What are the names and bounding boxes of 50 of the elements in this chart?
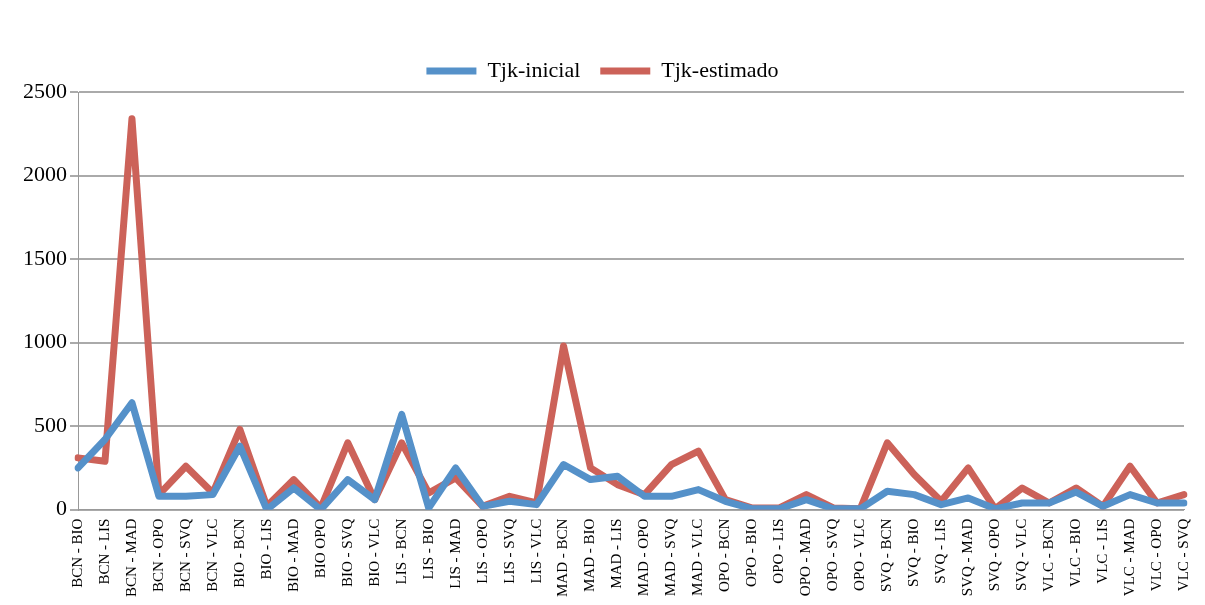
x-tick-label: MAD - LIS	[608, 518, 625, 589]
x-tick-label: OPO - VLC	[851, 518, 868, 591]
x-tick-label: BIO - SVQ	[338, 518, 355, 587]
x-tick-label: OPO - SVQ	[824, 518, 841, 592]
x-tick-label: LIS - BIO	[419, 518, 436, 580]
x-tick-label: BIO - LIS	[257, 518, 274, 580]
legend-label: Tjk-estimado	[661, 56, 779, 82]
x-tick-label: VLC - MAD	[1120, 518, 1137, 597]
x-tick-label: BCN - VLC	[203, 518, 220, 592]
x-tick-label: LIS - BCN	[392, 518, 409, 585]
x-tick-label: LIS - OPO	[473, 518, 490, 584]
x-tick-label: SVQ - OPO	[986, 518, 1003, 592]
y-tick-label: 2000	[23, 161, 67, 187]
x-tick-label: SVQ - BCN	[878, 518, 895, 593]
x-tick-label: LIS - SVQ	[500, 518, 517, 584]
y-tick-label: 1000	[23, 328, 67, 354]
x-tick-label: LIS - VLC	[527, 518, 544, 584]
x-tick-label: MAD - OPO	[635, 518, 652, 597]
x-tick-label: SVQ - MAD	[959, 518, 976, 597]
y-tick-label: 500	[34, 411, 67, 437]
x-tick-label: BCN - BIO	[68, 518, 85, 588]
x-tick-label: SVQ - BIO	[905, 518, 922, 587]
legend-label: Tjk-inicial	[487, 56, 581, 82]
x-tick-label: VLC - OPO	[1147, 518, 1164, 592]
x-tick-label: BCN - MAD	[122, 518, 139, 597]
x-tick-label: VLC - BIO	[1067, 518, 1084, 587]
y-tick-label: 0	[56, 495, 67, 521]
x-tick-label: OPO - LIS	[770, 518, 787, 584]
x-tick-label: VLC - SVQ	[1174, 518, 1191, 592]
x-tick-label: SVQ - LIS	[932, 518, 949, 584]
x-tick-label: BIO - MAD	[284, 518, 301, 592]
x-tick-label: MAD - BCN	[554, 518, 571, 597]
x-tick-label: MAD - VLC	[689, 518, 706, 596]
x-tick-label: BCN - OPO	[149, 518, 166, 593]
x-tick-label: OPO - BIO	[743, 518, 760, 587]
x-tick-label: BCN - SVQ	[176, 518, 193, 593]
y-tick-label: 1500	[23, 244, 67, 270]
x-tick-label: SVQ - VLC	[1013, 518, 1030, 591]
x-tick-label: BIO - VLC	[365, 518, 382, 587]
x-tick-label: OPO - BCN	[716, 518, 733, 593]
x-tick-label: MAD - BIO	[581, 518, 598, 592]
x-tick-label: OPO - MAD	[797, 518, 814, 597]
x-tick-label: VLC - BCN	[1040, 518, 1057, 592]
x-tick-label: BCN - LIS	[95, 518, 112, 585]
y-tick-label: 2500	[23, 77, 67, 103]
x-tick-label: BIO OPO	[311, 518, 328, 579]
x-tick-label: BIO - BCN	[230, 518, 247, 588]
x-tick-label: VLC - LIS	[1094, 518, 1111, 584]
x-tick-label: MAD - SVQ	[662, 518, 679, 597]
x-tick-label: LIS - MAD	[446, 518, 463, 589]
